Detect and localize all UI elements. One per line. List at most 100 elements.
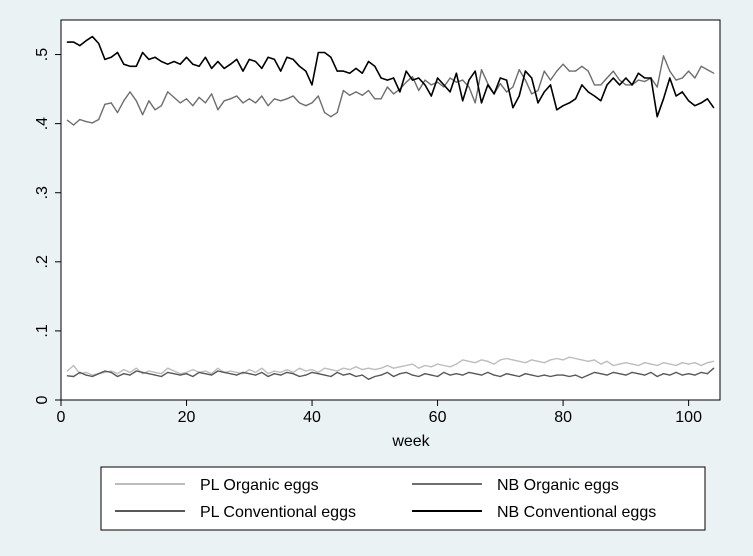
data-point bbox=[349, 94, 351, 96]
data-point bbox=[631, 84, 633, 86]
data-point bbox=[443, 84, 445, 86]
data-point bbox=[298, 102, 301, 104]
data-point bbox=[468, 371, 470, 373]
data-point bbox=[236, 95, 238, 97]
data-point bbox=[261, 367, 263, 369]
data-point bbox=[91, 36, 93, 38]
data-point bbox=[185, 98, 188, 100]
data-point bbox=[336, 371, 338, 373]
data-point bbox=[393, 77, 395, 79]
data-point bbox=[349, 72, 351, 74]
data-point bbox=[167, 371, 169, 373]
data-point bbox=[411, 363, 414, 365]
data-point bbox=[355, 375, 357, 378]
data-point bbox=[537, 375, 539, 378]
data-point bbox=[593, 359, 596, 361]
data-point bbox=[549, 79, 552, 81]
data-point bbox=[173, 96, 175, 98]
data-point bbox=[455, 373, 457, 375]
data-point bbox=[386, 79, 388, 81]
data-point bbox=[324, 374, 326, 376]
data-point bbox=[167, 91, 169, 93]
series-pl-organic-eggs bbox=[66, 356, 715, 376]
data-point bbox=[367, 60, 370, 63]
data-point bbox=[656, 364, 658, 367]
y-tick-label: .2 bbox=[34, 255, 51, 268]
data-point bbox=[336, 370, 338, 372]
data-point bbox=[524, 79, 527, 81]
data-point bbox=[700, 102, 702, 104]
data-point bbox=[581, 84, 583, 86]
data-point bbox=[317, 371, 319, 373]
data-point bbox=[273, 373, 275, 375]
data-point bbox=[342, 367, 344, 369]
data-point bbox=[192, 369, 194, 371]
data-point bbox=[160, 373, 162, 375]
data-point bbox=[506, 373, 508, 375]
data-point bbox=[637, 79, 640, 81]
data-point bbox=[135, 100, 137, 102]
data-point bbox=[543, 374, 545, 376]
data-point bbox=[142, 373, 144, 375]
data-point bbox=[148, 100, 150, 102]
data-point bbox=[298, 367, 301, 369]
data-point bbox=[129, 371, 131, 373]
data-point bbox=[286, 56, 288, 58]
data-point bbox=[593, 371, 596, 373]
data-point bbox=[662, 98, 665, 100]
data-point bbox=[581, 65, 583, 67]
data-point bbox=[449, 366, 451, 368]
data-point bbox=[217, 60, 219, 63]
data-point bbox=[380, 77, 382, 79]
data-point bbox=[430, 374, 432, 376]
data-point bbox=[393, 367, 395, 369]
data-point bbox=[405, 364, 407, 367]
data-point bbox=[688, 100, 690, 102]
data-point bbox=[173, 370, 175, 372]
legend: PL Organic eggs NB Organic eggs PL Conve… bbox=[100, 466, 706, 531]
data-point bbox=[317, 51, 319, 54]
data-point bbox=[493, 374, 495, 376]
data-point bbox=[98, 42, 100, 45]
data-point bbox=[135, 370, 137, 372]
data-point bbox=[229, 373, 232, 375]
data-point bbox=[129, 374, 131, 376]
data-point bbox=[405, 371, 407, 373]
data-point bbox=[104, 58, 106, 61]
data-point bbox=[129, 91, 131, 93]
data-point bbox=[374, 369, 376, 371]
data-point bbox=[355, 366, 357, 368]
data-point bbox=[430, 84, 432, 86]
data-point bbox=[380, 98, 382, 100]
data-point bbox=[688, 373, 690, 375]
data-point bbox=[587, 374, 589, 376]
data-point bbox=[311, 102, 313, 104]
data-point bbox=[625, 77, 627, 79]
data-point bbox=[518, 69, 520, 71]
data-point bbox=[587, 360, 589, 362]
data-point bbox=[706, 373, 709, 375]
data-point bbox=[204, 370, 206, 372]
data-point bbox=[713, 367, 715, 369]
data-point bbox=[575, 357, 577, 360]
data-point bbox=[480, 102, 483, 104]
data-point bbox=[280, 70, 282, 72]
data-point bbox=[411, 374, 414, 376]
data-point bbox=[480, 359, 483, 361]
data-point bbox=[556, 357, 558, 360]
data-point bbox=[499, 375, 501, 378]
data-point bbox=[142, 51, 144, 54]
data-point bbox=[386, 364, 388, 367]
data-point bbox=[506, 79, 508, 81]
data-point bbox=[549, 375, 552, 378]
data-point bbox=[562, 359, 564, 361]
data-point bbox=[593, 84, 596, 86]
data-point bbox=[543, 91, 545, 93]
data-point bbox=[342, 89, 344, 92]
data-point bbox=[66, 119, 68, 121]
data-point bbox=[562, 105, 564, 107]
data-point bbox=[418, 89, 420, 92]
data-point bbox=[575, 70, 577, 72]
data-point bbox=[185, 371, 188, 373]
data-point bbox=[179, 374, 181, 376]
